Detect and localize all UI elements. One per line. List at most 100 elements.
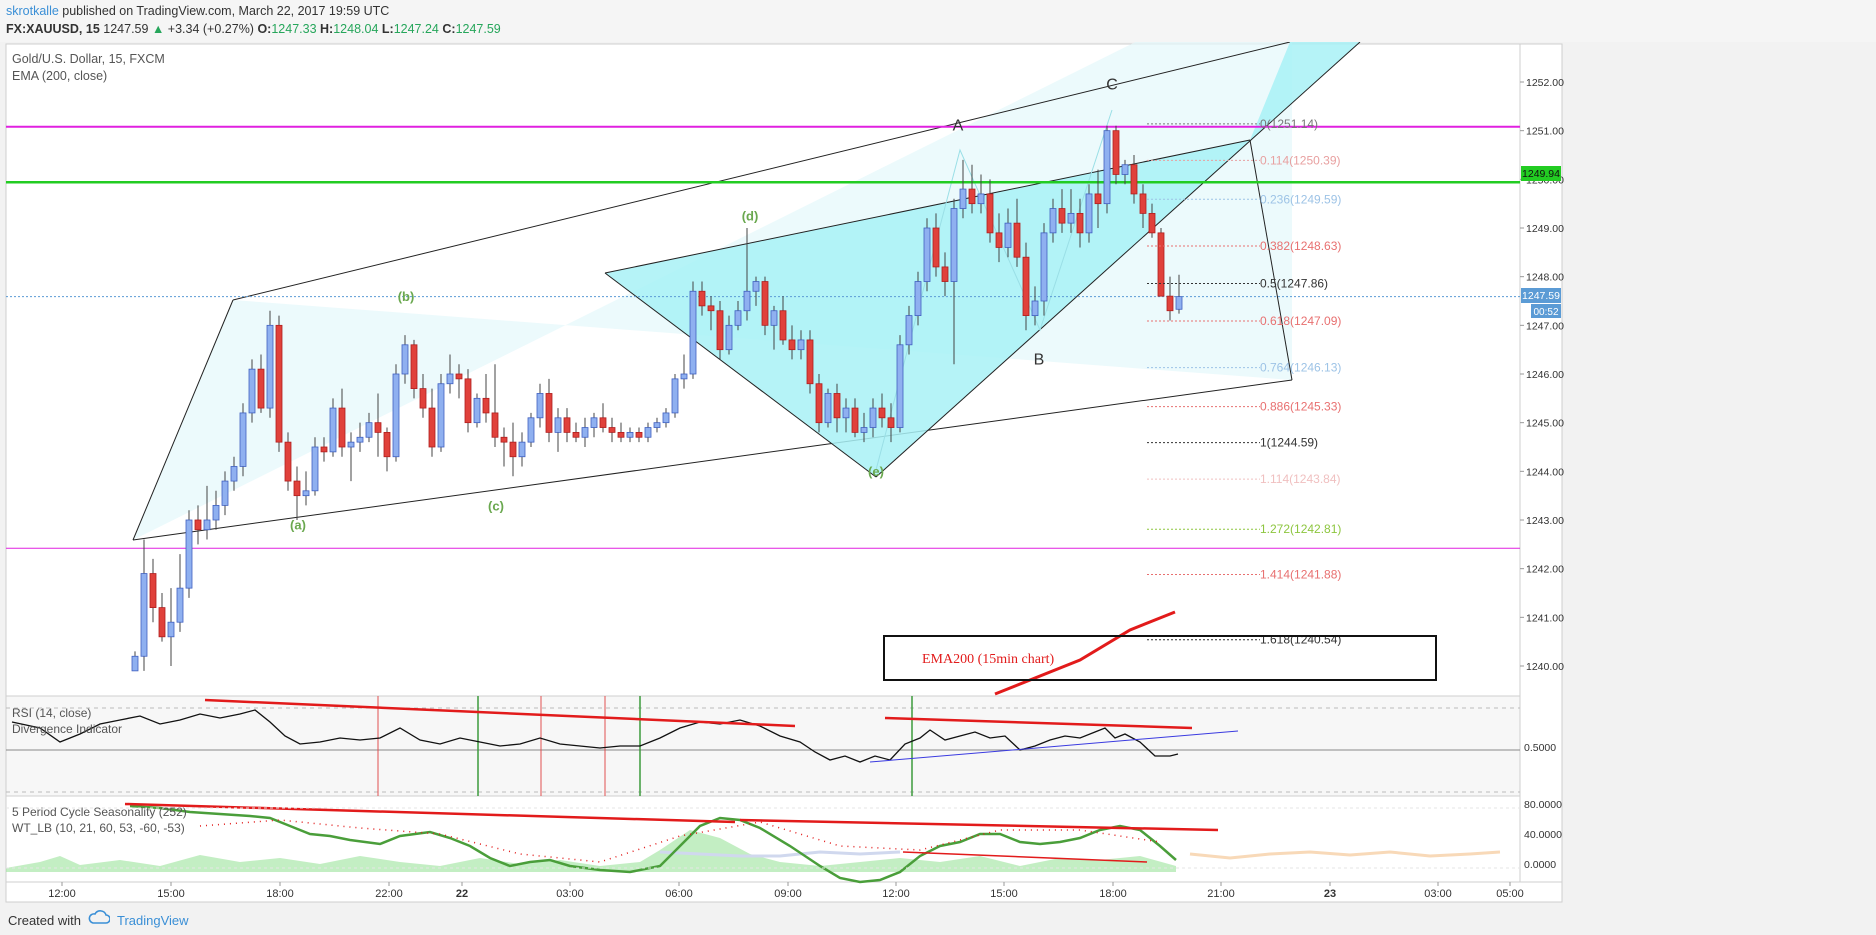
bullish-candle — [743, 228, 751, 321]
fib-label: 1.114(1243.84) — [1260, 472, 1341, 486]
ohlc-line: FX:XAUUSD, 15 1247.59 ▲ +3.34 (+0.27%) O… — [6, 22, 501, 36]
bullish-candle — [842, 398, 850, 433]
wave-label-B: B — [1034, 351, 1045, 368]
fib-label: 0.5(1247.86) — [1260, 276, 1328, 290]
candle-body — [1085, 193, 1093, 234]
candle-body — [1130, 164, 1138, 195]
price-axis[interactable] — [1519, 43, 1563, 883]
candle-body — [1139, 193, 1147, 214]
bullish-candle — [959, 159, 967, 219]
fib-label: 1.272(1242.81) — [1260, 522, 1341, 536]
candle-body — [1004, 222, 1012, 248]
candle-body — [824, 393, 832, 424]
bearish-candle — [788, 325, 796, 360]
author-link[interactable]: skrotkalle — [6, 4, 59, 18]
time-tick-label: 15:00 — [990, 888, 1018, 900]
candle-body — [185, 519, 193, 589]
wave-label-c: (c) — [488, 498, 504, 513]
wedge-top-edge — [232, 42, 1291, 301]
candle-body — [176, 587, 184, 623]
close-value: 1247.59 — [455, 22, 501, 36]
candle-body — [302, 490, 310, 497]
candle-body — [878, 407, 886, 419]
candle-body — [536, 393, 544, 419]
candle-body — [212, 504, 220, 521]
candle-body — [482, 397, 490, 414]
high-label: H: — [320, 22, 334, 36]
candle-body — [149, 573, 157, 608]
candle-body — [797, 339, 805, 351]
bullish-candle — [860, 412, 868, 443]
candle-body — [752, 281, 760, 292]
candle-body — [905, 315, 913, 346]
candle-body — [860, 427, 868, 433]
bearish-candle — [1076, 198, 1084, 248]
time-tick-label: 09:00 — [774, 888, 802, 900]
bullish-candle — [581, 417, 589, 447]
bullish-candle — [473, 393, 481, 428]
time-tick-label: 22:00 — [375, 888, 403, 900]
divergence-label: Divergence Indicator — [12, 722, 122, 736]
price-tick-label: 1248.00 — [1526, 272, 1564, 284]
tradingview-cloud-icon — [88, 910, 110, 924]
wt-trendline-3 — [902, 851, 1148, 863]
fib-label: 0(1251.14) — [1260, 117, 1318, 131]
candle-body — [356, 436, 364, 443]
candle-body — [257, 368, 265, 409]
candle-body — [131, 655, 139, 672]
bearish-candle — [1148, 203, 1156, 238]
annotation-box[interactable] — [883, 635, 1437, 681]
bullish-candle — [176, 554, 184, 632]
candle-body — [347, 441, 355, 448]
seasonality-label: 5 Period Cycle Seasonality (252) — [12, 805, 187, 819]
bearish-candle — [428, 388, 436, 457]
candle-body — [572, 431, 580, 438]
bullish-candle — [824, 388, 832, 428]
bearish-candle — [1013, 198, 1021, 267]
bearish-candle — [293, 466, 301, 520]
bullish-candle — [797, 330, 805, 360]
bullish-candle — [536, 383, 544, 428]
candle-body — [689, 290, 697, 375]
low-label: L: — [381, 22, 394, 36]
fib-levels: 0(1251.14) 0.114(1250.39) 0.236(1249.59) 0.… — [1147, 117, 1341, 647]
price-tick-label: 1241.00 — [1526, 612, 1564, 624]
bearish-candle — [284, 432, 292, 491]
chart-canvas[interactable]: 0(1251.14) 0.114(1250.39) 0.236(1249.59) 0.… — [0, 42, 1876, 905]
candle-body — [887, 417, 895, 428]
time-axis[interactable] — [5, 881, 1563, 903]
candle-body — [158, 607, 166, 638]
candle-body — [311, 446, 319, 492]
season-tick-80: 80.0000 — [1524, 799, 1562, 811]
rsi-label: RSI (14, close) — [12, 706, 91, 720]
time-tick-label: 03:00 — [1424, 888, 1452, 900]
bullish-candle — [644, 422, 652, 443]
candle-body — [1031, 300, 1039, 316]
candle-body — [986, 193, 994, 234]
candle-body — [932, 227, 940, 268]
candle-body — [1148, 212, 1156, 234]
candle-body — [923, 227, 931, 282]
bullish-candle — [185, 510, 193, 598]
bullish-candle — [230, 456, 238, 491]
bearish-candle — [833, 383, 841, 433]
bearish-candle — [149, 558, 157, 623]
candle-body — [770, 310, 778, 326]
tradingview-link[interactable]: TradingView — [117, 913, 189, 928]
candle-body — [338, 407, 346, 448]
symbol-label: FX:XAUUSD, 15 — [6, 22, 100, 36]
bullish-candle — [302, 471, 310, 506]
candle-body — [1112, 130, 1120, 175]
fib-label: 0.764(1246.13) — [1260, 361, 1341, 375]
rsi-panel[interactable] — [5, 695, 1521, 797]
wave-label-d: (d) — [742, 209, 759, 224]
candle-body — [428, 407, 436, 448]
bearish-candle — [806, 330, 814, 394]
wave-label-C: C — [1106, 76, 1118, 93]
fib-label: 0.114(1250.39) — [1260, 153, 1341, 167]
bearish-candle — [320, 437, 328, 462]
candle-body — [959, 188, 967, 209]
bearish-candle — [779, 296, 787, 345]
low-value: 1247.24 — [393, 22, 439, 36]
bullish-candle — [770, 305, 778, 350]
